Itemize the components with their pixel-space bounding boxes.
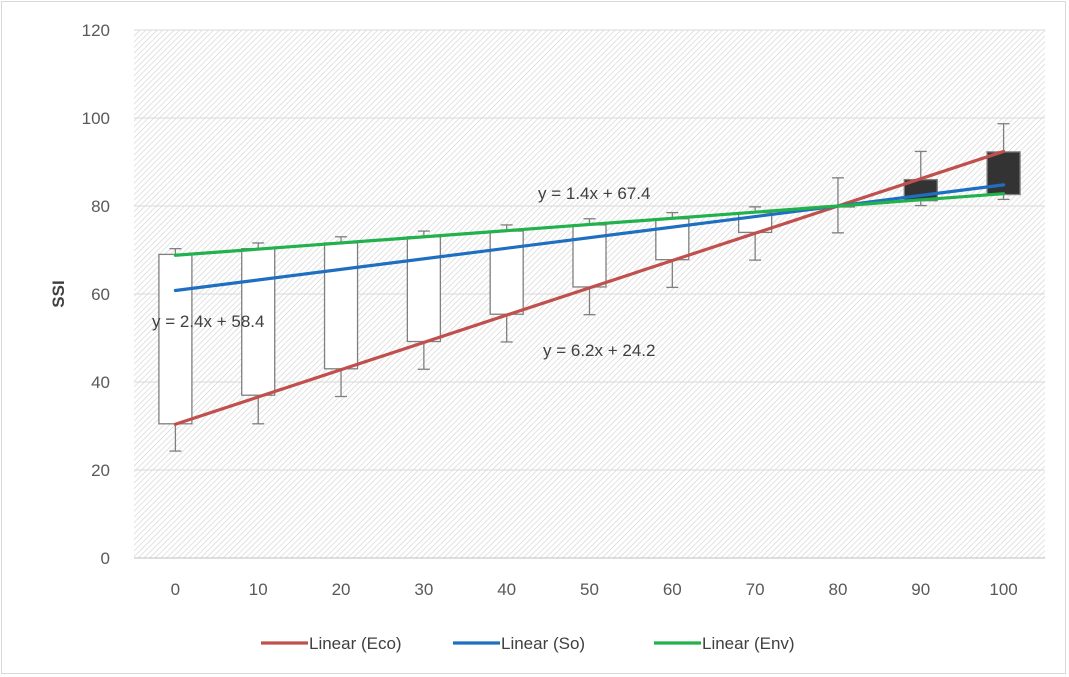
legend-label: Linear (So) bbox=[501, 634, 585, 653]
candle-body bbox=[406, 236, 442, 343]
candle-body bbox=[158, 253, 193, 425]
candle-body bbox=[986, 151, 1021, 196]
legend-item: Linear (So) bbox=[453, 634, 585, 653]
x-tick-label: 60 bbox=[663, 580, 682, 599]
candlestick bbox=[158, 248, 193, 452]
y-axis-title: SSI bbox=[49, 280, 68, 307]
legend-item: Linear (Env) bbox=[654, 634, 795, 653]
candlestick bbox=[489, 224, 524, 343]
legend-label: Linear (Eco) bbox=[309, 634, 402, 653]
candlestick bbox=[406, 230, 442, 370]
x-tick-label: 40 bbox=[497, 580, 516, 599]
trend-line bbox=[173, 192, 1006, 257]
trend-equations: y = 6.2x + 24.2 y = 2.4x + 58.4 y = 1.4x +… bbox=[152, 184, 655, 360]
trend-lines bbox=[173, 149, 1006, 426]
candle-body bbox=[572, 224, 607, 288]
y-axis-ticks: 0 20 40 60 80 100 120 bbox=[82, 21, 110, 568]
candle-body bbox=[323, 242, 359, 370]
x-tick-label: 90 bbox=[911, 580, 930, 599]
y-tick-label: 100 bbox=[82, 109, 110, 128]
legend: Linear (Eco) Linear (So) Linear (Env) bbox=[261, 634, 795, 653]
y-tick-label: 20 bbox=[91, 461, 110, 480]
x-axis-ticks: 0 10 20 30 40 50 60 70 80 90 100 bbox=[171, 580, 1018, 599]
y-tick-label: 60 bbox=[91, 285, 110, 304]
trend-line bbox=[173, 149, 1006, 426]
x-tick-label: 70 bbox=[746, 580, 765, 599]
trend-equation: y = 2.4x + 58.4 bbox=[152, 312, 264, 331]
x-tick-label: 10 bbox=[249, 580, 268, 599]
gridlines bbox=[134, 29, 1045, 559]
y-tick-label: 40 bbox=[91, 373, 110, 392]
trend-equation: y = 6.2x + 24.2 bbox=[543, 341, 655, 360]
legend-label: Linear (Env) bbox=[702, 634, 795, 653]
y-tick-label: 80 bbox=[91, 197, 110, 216]
trend-equation: y = 1.4x + 67.4 bbox=[538, 184, 650, 203]
x-tick-label: 100 bbox=[989, 580, 1017, 599]
x-tick-label: 80 bbox=[828, 580, 847, 599]
y-tick-label: 120 bbox=[82, 21, 110, 40]
x-tick-label: 30 bbox=[414, 580, 433, 599]
legend-item: Linear (Eco) bbox=[261, 634, 402, 653]
candle-body bbox=[489, 230, 524, 315]
x-tick-label: 20 bbox=[332, 580, 351, 599]
x-tick-label: 50 bbox=[580, 580, 599, 599]
y-tick-label: 0 bbox=[101, 549, 110, 568]
x-tick-label: 0 bbox=[171, 580, 180, 599]
